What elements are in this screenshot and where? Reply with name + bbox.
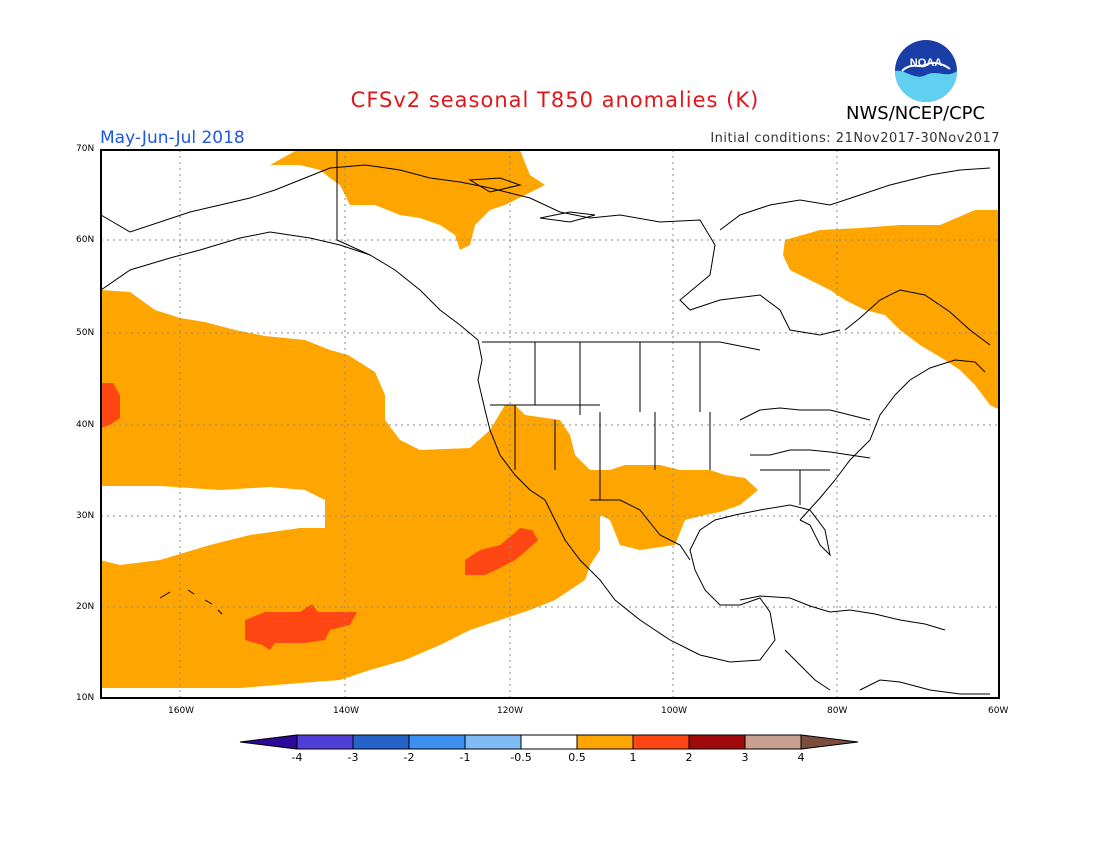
lon-label-160w: 160W — [168, 706, 195, 716]
colorbar-tick-label: -4 — [291, 751, 303, 764]
colorbar-tick-label: -0.5 — [510, 751, 532, 764]
colorbar-tick-label: -3 — [347, 751, 359, 764]
colorbar-tick-label: 1 — [629, 751, 637, 764]
west-edge-anomaly-patch — [101, 383, 120, 428]
colorbar-tick-label: 0.5 — [568, 751, 586, 764]
lat-label-40n: 40N — [76, 420, 95, 430]
season-label: May-Jun-Jul 2018 — [100, 128, 245, 148]
colorbar-tick-label: 4 — [797, 751, 805, 764]
political-borders — [336, 150, 871, 561]
hawaii-anomaly-patch — [245, 604, 357, 650]
logo-text: NOAA — [910, 57, 942, 69]
lon-label-120w: 120W — [497, 706, 524, 716]
chart-title: CFSv2 seasonal T850 anomalies (K) — [350, 88, 760, 112]
lon-label-60w: 60W — [988, 706, 1009, 716]
lat-label-10n: 10N — [76, 693, 95, 703]
initial-conditions-label: Initial conditions: 21Nov2017-30Nov2017 — [710, 131, 1000, 146]
lat-label-50n: 50N — [76, 328, 95, 338]
colorbar-tick-label: 3 — [741, 751, 749, 764]
baja-anomaly-patch — [465, 528, 538, 575]
grid-lines — [101, 150, 999, 698]
lat-label-20n: 20N — [76, 602, 95, 612]
lon-label-140w: 140W — [333, 706, 360, 716]
lat-label-70n: 70N — [76, 144, 95, 154]
lon-label-100w: 100W — [661, 706, 688, 716]
lat-label-60n: 60N — [76, 235, 95, 245]
agency-label: NWS/NCEP/CPC — [846, 103, 986, 124]
lat-label-30n: 30N — [76, 511, 95, 521]
map-frame — [100, 149, 1000, 699]
pacific-anomaly-region — [100, 290, 758, 688]
colorbar-tick-label: -2 — [403, 751, 415, 764]
noaa-logo: NOAA — [895, 40, 957, 102]
coastlines — [100, 164, 991, 695]
lon-label-80w: 80W — [827, 706, 848, 716]
colorbar-tick-label: -1 — [459, 751, 471, 764]
colorbar-tick-label: 2 — [685, 751, 693, 764]
anomaly-fill-1-to-2 — [101, 383, 538, 650]
arctic-anomaly-region — [270, 150, 545, 250]
